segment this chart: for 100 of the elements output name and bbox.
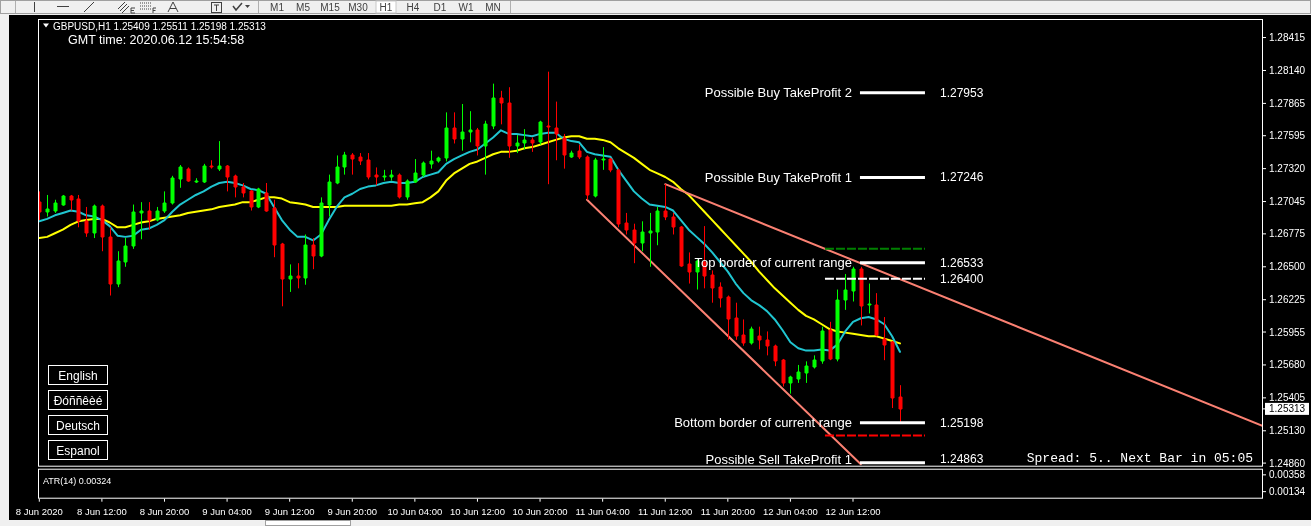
x-tick-label: 12 Jun 12:00 [825,505,881,517]
y-tick-label: 1.24860 [1269,457,1306,469]
candlestick [452,111,457,144]
y-tick-label: 1.27045 [1269,196,1306,208]
candlestick [100,204,105,252]
y-tick-label: 1.27865 [1269,97,1306,109]
candlestick [389,169,394,182]
candlestick [835,289,840,362]
y-tick-label: 1.28415 [1269,32,1306,44]
x-tick-label: 10 Jun 04:00 [387,505,443,517]
candlestick [640,220,645,252]
candlestick [358,152,363,166]
candlestick [867,283,872,314]
candlestick [851,266,856,303]
candlestick [147,201,152,231]
y-tick-label: 1.27595 [1269,130,1306,142]
annotation: 1.26533 [939,255,984,270]
y-tick-label: 1.27320 [1269,163,1306,175]
candlestick [382,169,387,182]
text: H1 [379,2,393,13]
candlestick [108,226,113,297]
annotation: 1.25198 [939,415,984,430]
candlestick [859,266,864,326]
y-tick-label: 1.25313 [1269,403,1306,415]
candlestick [898,384,903,424]
candlestick [475,127,480,156]
x-tick-label: 11 Jun 12:00 [638,505,693,517]
candlestick [217,140,222,172]
candlestick [874,292,879,337]
candlestick [726,295,731,341]
candlestick [749,326,754,346]
candlestick [460,103,465,152]
candlestick [734,302,739,341]
candlestick [710,269,715,304]
x-tick-label: 10 Jun 12:00 [449,505,505,517]
candlestick [421,160,426,178]
candlestick [515,134,520,154]
text: M30 [348,2,369,13]
candlestick [170,175,175,206]
x-tick-label: 8 Jun 20:00 [139,505,190,517]
candlestick [288,263,293,293]
annotation: Spread: 5.. Next Bar in 05:05 [1026,450,1253,466]
candlestick [436,156,441,164]
text: M5 [296,2,311,13]
annotation: 1.24863 [939,452,984,467]
candlestick [538,120,543,146]
ref-line-label: Bottom border of current range [674,415,852,431]
candlestick [116,250,121,288]
candlestick [155,206,160,222]
candlestick [843,273,848,311]
candlestick [335,154,340,185]
candlestick [76,194,81,228]
x-tick-label: 9 Jun 12:00 [264,505,315,517]
y-tick-label: 1.28140 [1269,64,1306,76]
candlestick [264,182,269,213]
annotation: 1.27953 [939,85,984,100]
annotation: Espanol [56,443,100,458]
candlestick [577,144,582,160]
candlestick [616,168,621,228]
candlestick [249,189,254,212]
y-tick-label: 1.26500 [1269,261,1306,273]
y-tick-label: 0.00358 [1269,469,1306,481]
candlestick [601,146,606,171]
candlestick [820,326,825,365]
y-tick-label: 1.25955 [1269,326,1306,338]
annotation: 1.27246 [939,170,984,185]
x-tick-label: 9 Jun 04:00 [202,505,252,517]
candlestick [202,163,207,184]
candlestick [788,375,793,395]
candlestick [413,158,418,184]
candlestick [507,86,512,159]
x-tick-label: 11 Jun 20:00 [700,505,755,517]
candlestick [890,340,895,409]
candlestick [311,237,316,270]
y-tick-label: 1.25405 [1269,392,1306,404]
y-tick-label: 1.25680 [1269,359,1306,371]
candlestick [562,133,567,170]
candlestick [491,83,496,130]
candlestick [632,223,637,264]
candlestick [296,262,301,289]
candlestick [342,151,347,176]
x-tick-label: 12 Jun 04:00 [762,505,818,517]
candlestick [272,199,277,258]
chart-title: GBPUSD,H1 1.25409 1.25511 1.25198 1.25313 [53,20,267,32]
candlestick [522,128,527,150]
candlestick [499,90,504,125]
x-tick-label: 10 Jun 20:00 [512,505,568,517]
candlestick [530,137,535,153]
x-tick-label: 8 Jun 2020 [15,505,63,517]
text: H4 [406,2,420,13]
candlestick [397,172,402,200]
candlestick [585,154,590,201]
candlestick [554,101,559,161]
candlestick [84,206,89,238]
x-tick-label: 8 Jun 12:00 [77,505,127,517]
annotation: Deutsch [55,418,101,433]
x-tick-label: 11 Jun 04:00 [575,505,630,517]
candlestick [796,364,801,384]
candlestick [162,190,167,214]
candlestick [319,196,324,258]
